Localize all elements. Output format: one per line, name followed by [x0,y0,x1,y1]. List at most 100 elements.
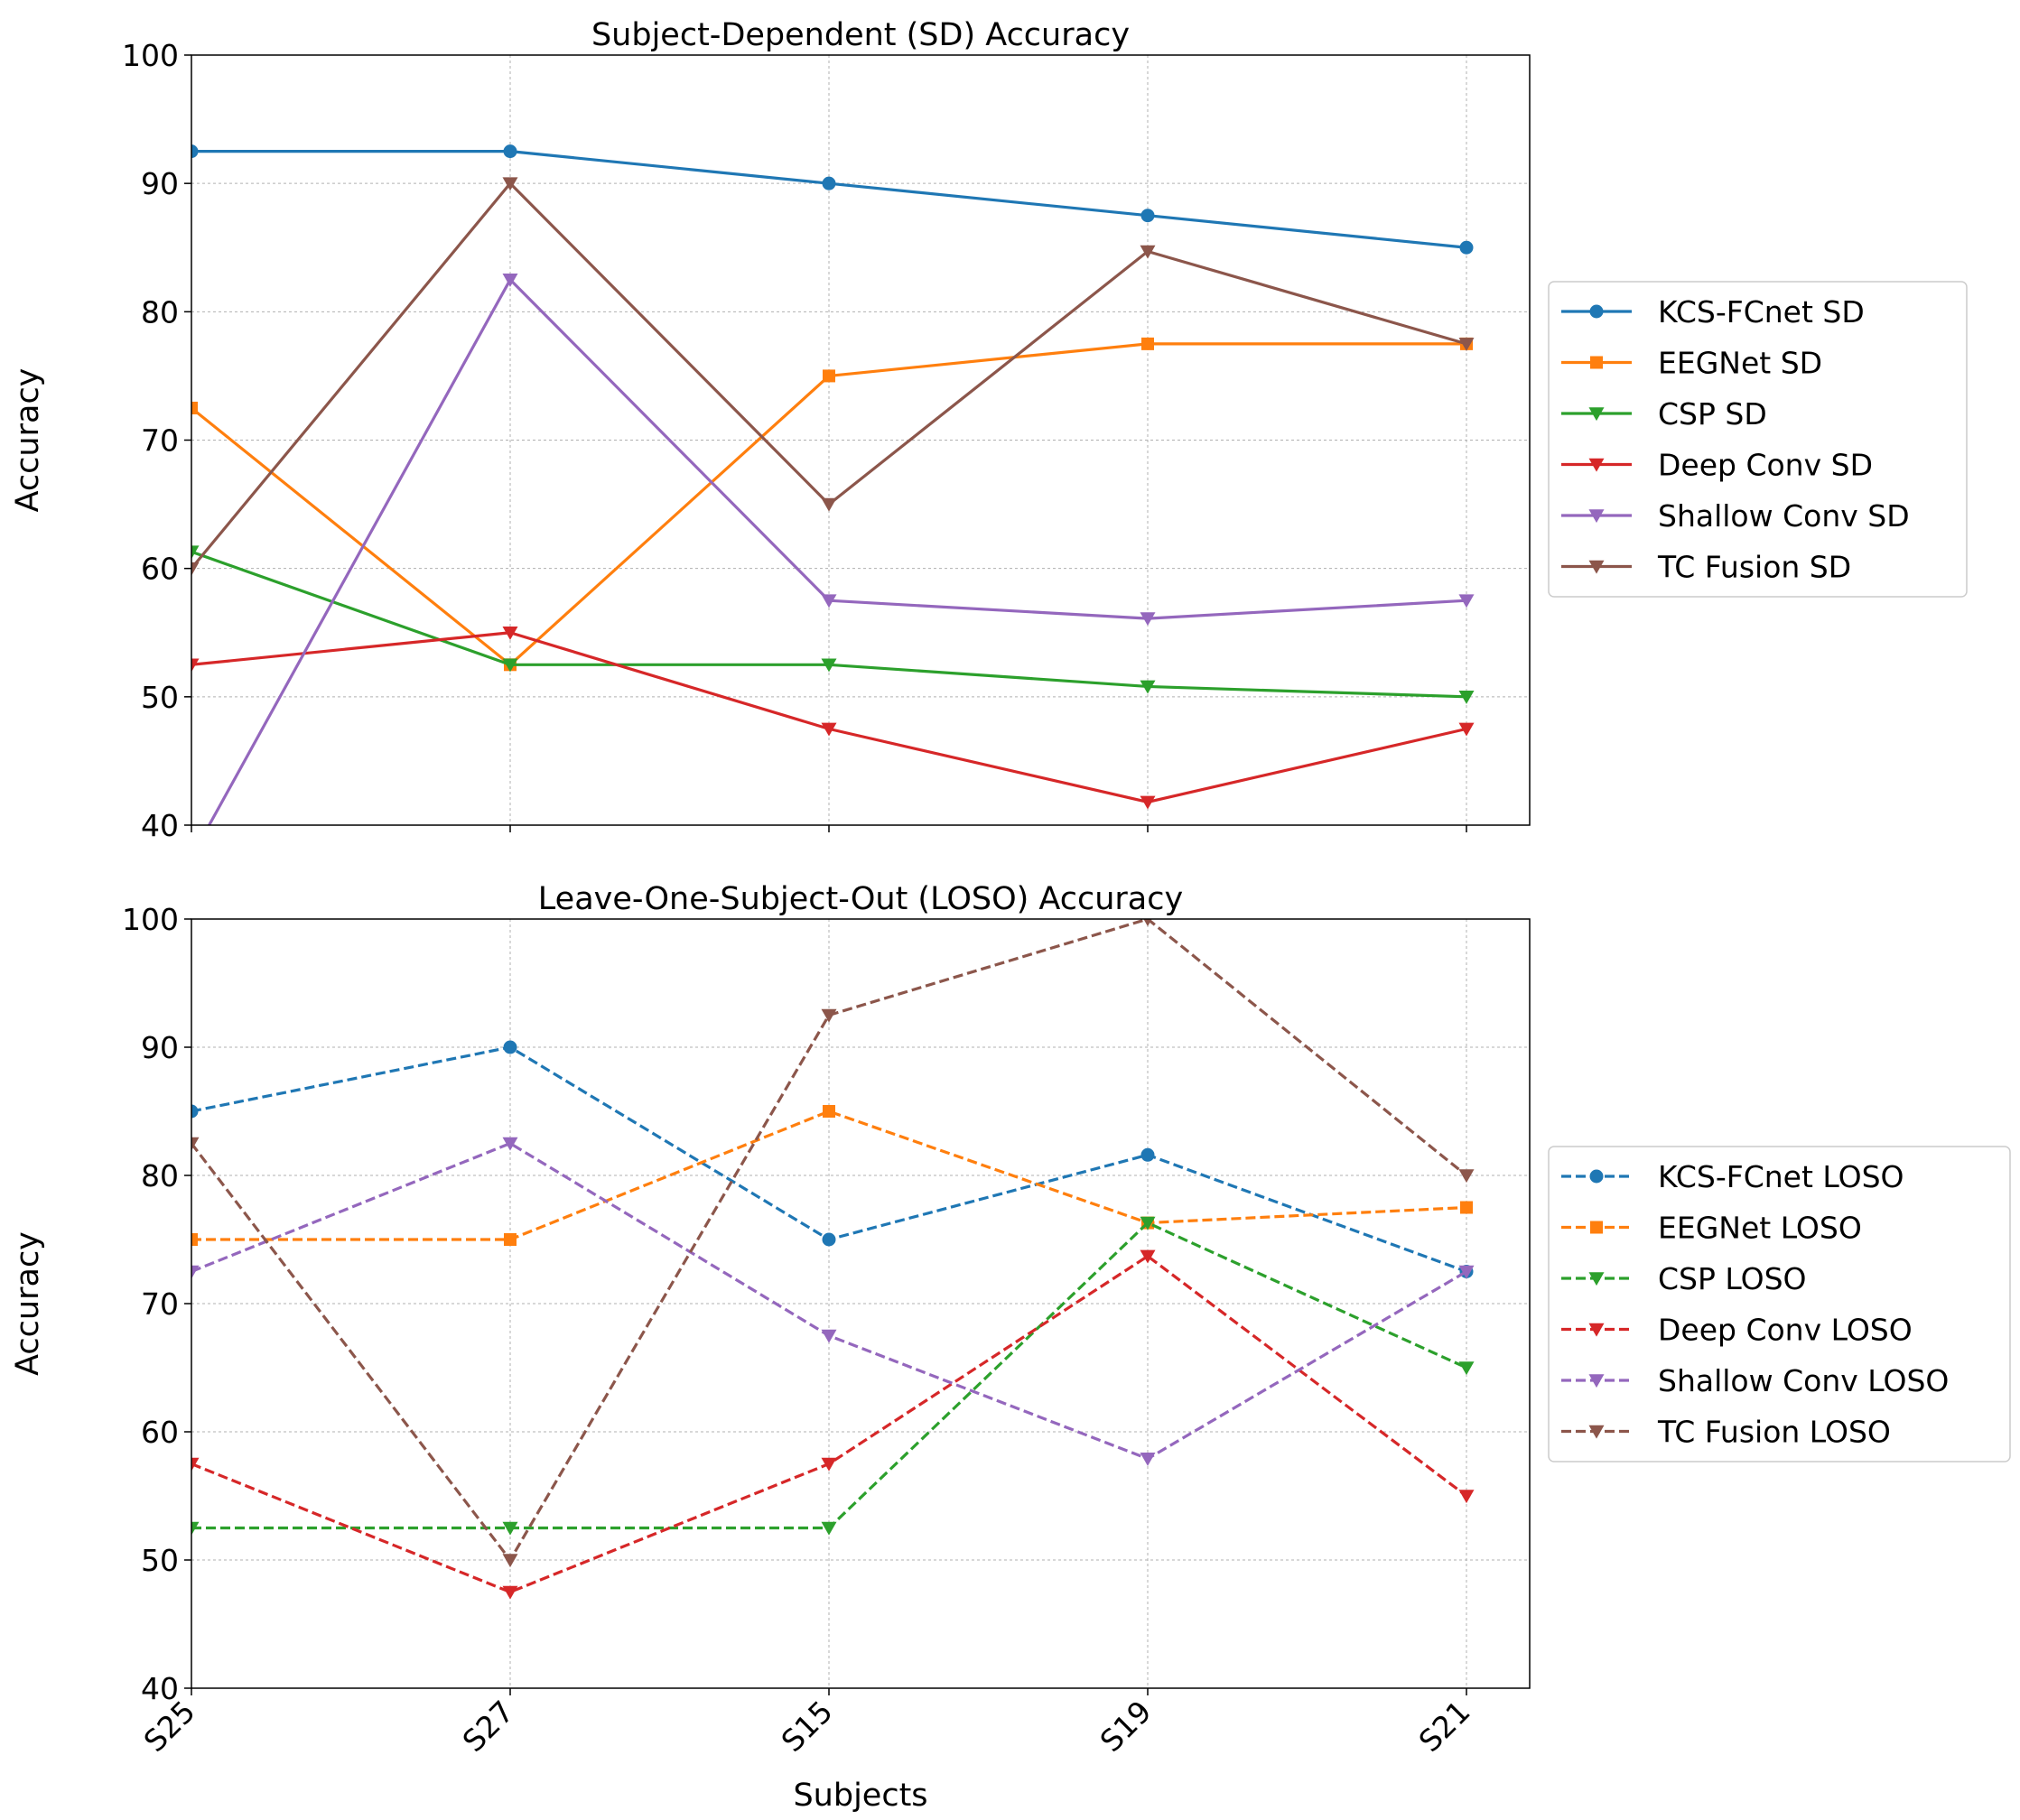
data-point-eegnet-loso-s15 [823,1105,835,1118]
data-point-deep-conv-sd-s19 [1140,795,1156,810]
data-point-tc-fusion-loso-s25 [191,1137,200,1151]
legend-item-shallow-conv-loso: Shallow Conv LOSO [1561,1363,1949,1398]
data-point-deep-conv-sd-s21 [1458,722,1475,737]
y-tick-label: 100 [122,902,179,937]
legend-label: KCS-FCnet LOSO [1658,1159,1904,1194]
data-point-csp-sd-s15 [821,658,837,673]
y-tick-label: 50 [141,680,179,715]
legend-label: Shallow Conv LOSO [1658,1363,1949,1398]
legend-marker [1588,1272,1605,1286]
legend-marker [1588,509,1605,524]
data-point-csp-loso-s19 [1140,1216,1156,1230]
legend-label: Shallow Conv SD [1658,498,1910,534]
legend-label: TC Fusion LOSO [1657,1415,1891,1450]
y-tick-label: 100 [122,38,179,73]
legend-marker [1588,560,1605,574]
data-point-tc-fusion-loso-s27 [502,1554,518,1568]
data-point-deep-conv-sd-s27 [502,626,518,640]
chart-title: Subject-Dependent (SD) Accuracy [591,17,1130,53]
legend-item-tc-fusion-loso: TC Fusion LOSO [1561,1415,1891,1450]
data-point-shallow-conv-loso-s19 [1140,1453,1156,1466]
data-point-kcs-fcnet-loso-s15 [822,1232,836,1247]
data-point-kcs-fcnet-sd-s21 [1459,240,1474,255]
data-point-shallow-conv-loso-s15 [821,1329,837,1343]
data-point-kcs-fcnet-loso-s19 [1140,1147,1155,1162]
legend-item-kcs-fcnet-loso: KCS-FCnet LOSO [1561,1159,1904,1194]
data-point-kcs-fcnet-sd-s25 [191,144,199,159]
y-tick-label: 60 [141,552,179,587]
data-point-csp-loso-s21 [1458,1361,1475,1376]
data-point-kcs-fcnet-loso-s25 [191,1104,199,1119]
data-point-kcs-fcnet-sd-s19 [1140,209,1155,223]
data-point-shallow-conv-sd-s19 [1140,612,1156,627]
y-tick-label: 80 [141,1158,179,1193]
legend-marker [1588,1425,1605,1439]
data-point-tc-fusion-sd-s25 [191,562,200,576]
data-point-shallow-conv-sd-s21 [1458,594,1475,608]
x-tick-label: S27 [456,1694,521,1759]
data-point-csp-sd-s21 [1458,691,1475,704]
data-point-eegnet-loso-s21 [1460,1201,1473,1214]
legend-label: CSP LOSO [1658,1261,1806,1296]
data-point-shallow-conv-loso-s25 [191,1265,200,1279]
legend-label: TC Fusion SD [1657,550,1851,585]
y-axis: 40 50 60 70 80 90 100 [122,902,191,1706]
gridlines [191,918,1530,1689]
legend-label: CSP SD [1658,396,1767,432]
data-point-deep-conv-loso-s21 [1458,1490,1475,1504]
legend-label: EEGNet LOSO [1658,1211,1862,1246]
data-point-csp-sd-s25 [191,545,200,560]
data-point-shallow-conv-sd-s27 [502,273,518,287]
data-point-csp-loso-s27 [502,1521,518,1536]
chart-title: Leave-One-Subject-Out (LOSO) Accuracy [538,881,1183,917]
legend-item-deep-conv-loso: Deep Conv LOSO [1561,1313,1913,1348]
data-point-csp-loso-s15 [821,1521,837,1536]
legend-box [1548,281,1968,598]
data-point-tc-fusion-sd-s15 [821,497,837,512]
legend-marker [1589,1169,1604,1184]
y-tick-label: 90 [141,166,179,201]
legend-marker [1590,1221,1603,1234]
plot-frame [191,918,1531,1689]
data-point-tc-fusion-loso-s19 [1143,919,1152,927]
legend-item-csp-sd: CSP SD [1561,396,1767,432]
y-tick-label: 70 [141,1286,179,1322]
data-point-deep-conv-loso-s25 [191,1457,200,1472]
legend-item-csp-loso: CSP LOSO [1561,1261,1806,1296]
y-axis-label: Accuracy [10,368,46,513]
y-axis: 40 50 60 70 80 90 100 [122,38,191,843]
chart-panel-1: 40 50 60 70 80 90 100 Subject-Dependent (SD) Ac… [10,17,1968,843]
legend-label: KCS-FCnet SD [1658,294,1865,330]
legend-item-eegnet-loso: EEGNet LOSO [1561,1211,1862,1246]
legend: KCS-FCnet LOSO EEGNet LOSO CSP LOSO Deep Co… [1548,1146,2011,1462]
data-point-csp-sd-s19 [1140,680,1156,694]
legend-marker [1588,1374,1605,1388]
data-point-shallow-conv-loso-s21 [1458,1265,1475,1279]
data-point-tc-fusion-sd-s27 [502,177,518,191]
data-point-eegnet-sd-s19 [1141,337,1154,350]
legend-label: EEGNet SD [1658,346,1822,381]
legend-item-kcs-fcnet-sd: KCS-FCnet SD [1561,294,1865,330]
legend-box [1548,1146,2011,1462]
y-tick-label: 90 [141,1030,179,1065]
data-point-eegnet-sd-s25 [191,401,198,414]
data-point-deep-conv-sd-s15 [821,722,837,737]
data-point-kcs-fcnet-sd-s15 [822,176,836,190]
legend-marker [1588,1323,1605,1337]
y-tick-label: 70 [141,423,179,459]
data-point-eegnet-sd-s15 [823,369,835,383]
series-group [191,919,1475,1600]
data-point-kcs-fcnet-loso-s27 [503,1040,517,1054]
legend-marker [1589,304,1604,319]
data-point-tc-fusion-sd-s21 [1458,338,1475,351]
x-axis-label: Subjects [793,1778,927,1814]
plot-frame [191,54,1531,826]
legend-marker [1588,407,1605,422]
data-point-deep-conv-sd-s25 [191,658,200,673]
y-tick-label: 40 [141,1671,179,1706]
y-tick-label: 60 [141,1415,179,1450]
series-group [191,144,1475,825]
data-point-tc-fusion-loso-s21 [1458,1169,1475,1184]
